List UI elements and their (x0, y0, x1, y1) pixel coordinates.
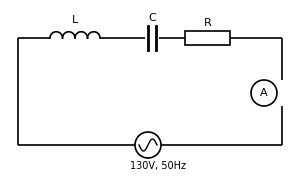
Bar (185, 31, 230, 45)
Text: R: R (204, 18, 212, 28)
Text: A: A (260, 88, 268, 98)
Text: L: L (72, 15, 78, 25)
Text: 130V, 50Hz: 130V, 50Hz (130, 161, 186, 171)
Text: C: C (148, 13, 156, 23)
Circle shape (251, 80, 277, 106)
Circle shape (135, 132, 161, 158)
